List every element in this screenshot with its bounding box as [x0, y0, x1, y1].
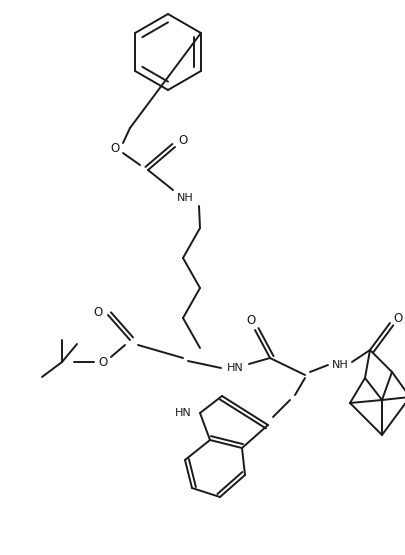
Text: HN: HN: [226, 363, 243, 373]
Text: O: O: [392, 311, 402, 325]
Text: O: O: [178, 134, 187, 147]
Text: NH: NH: [331, 360, 347, 370]
Text: O: O: [93, 305, 102, 319]
Text: O: O: [246, 315, 255, 327]
Text: HN: HN: [174, 408, 191, 418]
Text: O: O: [98, 356, 107, 369]
Text: NH: NH: [176, 193, 193, 203]
Text: O: O: [110, 142, 119, 154]
